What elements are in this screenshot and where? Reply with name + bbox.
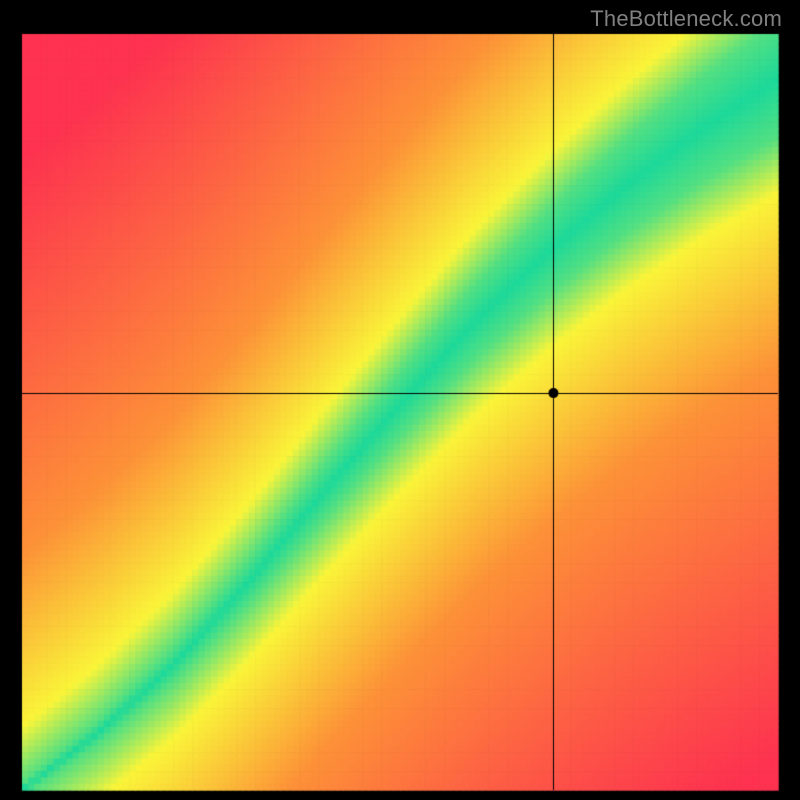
chart-container: TheBottleneck.com bbox=[0, 0, 800, 800]
watermark-text: TheBottleneck.com bbox=[590, 6, 782, 32]
bottleneck-heatmap bbox=[0, 0, 800, 800]
